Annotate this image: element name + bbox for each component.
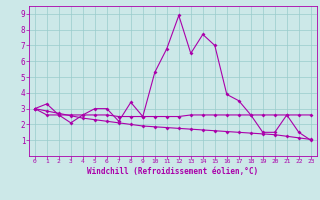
X-axis label: Windchill (Refroidissement éolien,°C): Windchill (Refroidissement éolien,°C): [87, 167, 258, 176]
